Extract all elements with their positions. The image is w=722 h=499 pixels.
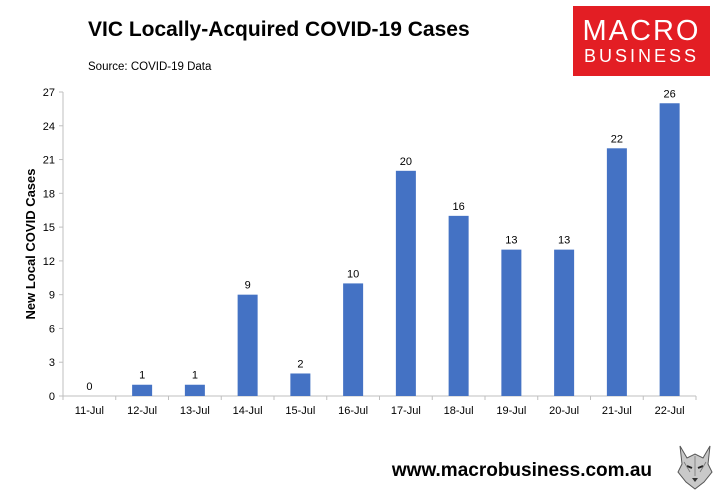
data-label: 9	[245, 280, 251, 292]
bar	[132, 384, 153, 396]
y-tick-label: 6	[49, 323, 55, 335]
chart-source: Source: COVID-19 Data	[88, 61, 212, 73]
data-label: 0	[86, 381, 92, 393]
bar	[290, 373, 311, 396]
x-tick-label: 18-Jul	[444, 405, 474, 417]
x-tick-label: 20-Jul	[549, 405, 579, 417]
bar	[448, 215, 469, 396]
y-tick-label: 0	[49, 391, 55, 403]
bar	[554, 249, 575, 396]
x-tick-label: 12-Jul	[127, 405, 157, 417]
logo-line-1: MACRO	[582, 15, 701, 47]
website-url: www.macrobusiness.com.au	[391, 460, 652, 481]
x-tick-label: 11-Jul	[75, 405, 104, 417]
data-label: 1	[192, 370, 198, 382]
data-label: 1	[139, 370, 145, 382]
y-tick-label: 18	[43, 188, 55, 200]
data-label: 26	[664, 88, 676, 100]
y-tick-label: 9	[49, 290, 55, 302]
bar	[501, 249, 522, 396]
x-tick-label: 14-Jul	[233, 405, 263, 417]
x-tick-label: 22-Jul	[655, 405, 685, 417]
y-tick-label: 21	[43, 155, 55, 167]
chart-title: VIC Locally-Acquired COVID-19 Cases	[88, 18, 470, 41]
data-label: 16	[453, 201, 465, 213]
y-tick-label: 15	[43, 222, 55, 234]
y-tick-label: 24	[43, 121, 55, 133]
bar	[184, 384, 205, 396]
wolf-mascot-icon	[674, 442, 716, 492]
x-tick-label: 16-Jul	[338, 405, 368, 417]
data-label: 10	[347, 268, 359, 280]
x-tick-label: 13-Jul	[180, 405, 210, 417]
macrobusiness-logo: MACRO BUSINESS	[573, 6, 710, 76]
data-label: 22	[611, 133, 623, 145]
y-tick-label: 27	[43, 87, 55, 99]
x-tick-label: 19-Jul	[496, 405, 526, 417]
x-tick-label: 21-Jul	[602, 405, 632, 417]
data-label: 2	[297, 358, 303, 370]
bar	[237, 294, 258, 396]
bar	[343, 283, 364, 396]
bar	[606, 148, 627, 396]
bar	[659, 103, 680, 396]
y-tick-label: 3	[49, 357, 55, 369]
data-label: 20	[400, 156, 412, 168]
logo-line-2: BUSINESS	[583, 46, 700, 66]
y-axis-title: New Local COVID Cases	[23, 169, 38, 320]
data-label: 13	[558, 235, 570, 247]
x-tick-label: 15-Jul	[285, 405, 315, 417]
data-label: 13	[505, 235, 517, 247]
bar	[395, 170, 416, 396]
y-tick-label: 12	[43, 256, 55, 268]
x-tick-label: 17-Jul	[391, 405, 421, 417]
